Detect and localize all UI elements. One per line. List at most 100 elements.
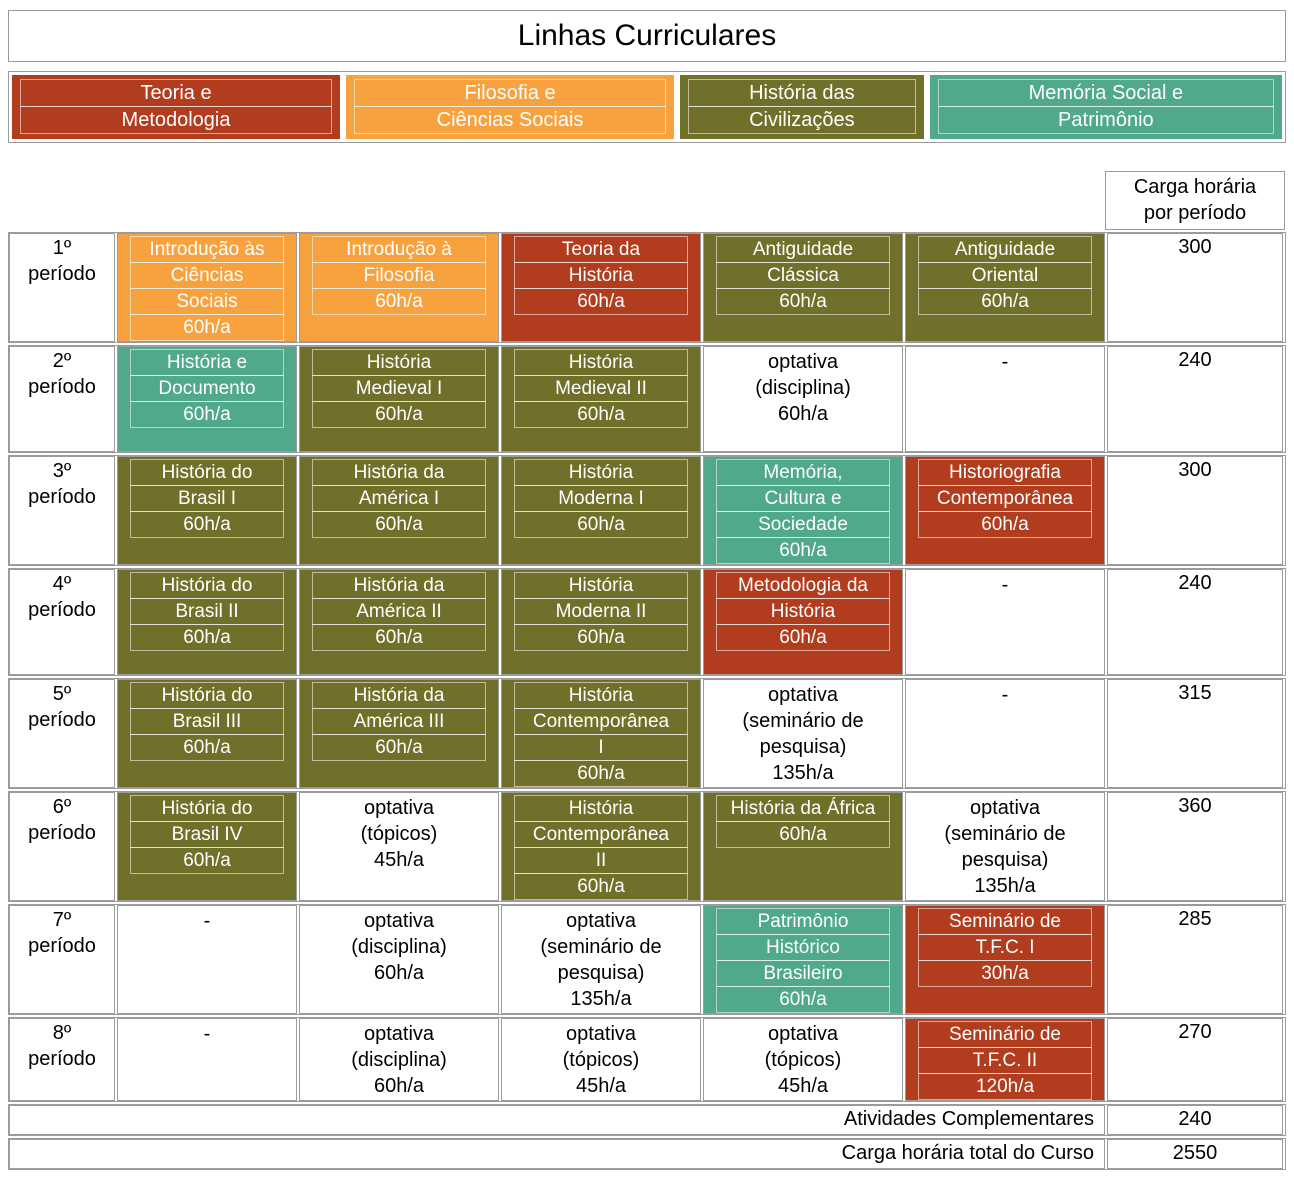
period-label-line: 5º bbox=[52, 683, 72, 705]
course-title-line: Medieval II bbox=[514, 375, 688, 402]
course-title-line: II bbox=[514, 847, 688, 874]
course-block-civilizacoes: História Moderna I 60h/a bbox=[502, 457, 700, 564]
elective-text-line: - bbox=[1001, 574, 1009, 596]
period-row-4: 4º período História do Brasil II 60h/a Histór… bbox=[8, 568, 1286, 676]
course-block-memoria: Memória, Cultura e Sociedade 60h/a bbox=[704, 457, 902, 564]
course-title-line: História da bbox=[312, 572, 486, 599]
course-title-line: 60h/a bbox=[130, 624, 284, 651]
elective-text-line: 45h/a bbox=[777, 1075, 829, 1097]
course-title-line: Teoria da bbox=[514, 236, 688, 263]
legend-label-line: Ciências Sociais bbox=[354, 106, 667, 134]
elective-text-line: 60h/a bbox=[777, 403, 829, 425]
complementary-activities-row: Atividades Complementares 240 bbox=[8, 1104, 1286, 1136]
course-cell: História Moderna I 60h/a bbox=[501, 456, 701, 565]
course-title-line: História bbox=[514, 262, 688, 289]
course-title-line: Memória, bbox=[716, 459, 890, 486]
period-label-line: período bbox=[28, 486, 96, 508]
elective-text-line: optativa bbox=[767, 684, 839, 706]
course-cell: Patrimônio Histórico Brasileiro 60h/a bbox=[703, 905, 903, 1014]
course-block-civilizacoes: História da América I 60h/a bbox=[300, 457, 498, 564]
course-title-line: Ciências bbox=[130, 262, 284, 289]
period-label-line: 6º bbox=[52, 796, 72, 818]
course-title-line: Brasileiro bbox=[716, 960, 890, 987]
course-cell: - bbox=[117, 905, 297, 1014]
course-title-line: 30h/a bbox=[918, 960, 1092, 987]
elective-text-line: (disciplina) bbox=[351, 1049, 447, 1071]
course-title-line: História bbox=[312, 349, 486, 376]
elective-text-line: 45h/a bbox=[575, 1075, 627, 1097]
elective-text-line: (tópicos) bbox=[562, 1049, 640, 1071]
course-cell: Introdução às Ciências Sociais 60h/a bbox=[117, 233, 297, 342]
course-block-civilizacoes: História do Brasil IV 60h/a bbox=[118, 793, 296, 900]
course-title-line: Contemporânea bbox=[514, 708, 688, 735]
course-title-line: 60h/a bbox=[514, 873, 688, 900]
course-cell: História da América I 60h/a bbox=[299, 456, 499, 565]
course-title-line: Patrimônio bbox=[716, 908, 890, 935]
course-cell: História Medieval II 60h/a bbox=[501, 346, 701, 452]
elective-or-empty-cell: - bbox=[118, 906, 296, 934]
course-title-line: História bbox=[514, 795, 688, 822]
course-cell: História da América III 60h/a bbox=[299, 679, 499, 788]
elective-or-empty-cell: - bbox=[906, 680, 1104, 708]
page-title: Linhas Curriculares bbox=[8, 10, 1286, 62]
elective-text-line: 60h/a bbox=[373, 1075, 425, 1097]
period-label-line: 3º bbox=[52, 460, 72, 482]
course-title-line: Brasil I bbox=[130, 485, 284, 512]
course-block-memoria: Patrimônio Histórico Brasileiro 60h/a bbox=[704, 906, 902, 1013]
curriculum-table: 1º período Introdução às Ciências Sociais 60h… bbox=[8, 232, 1286, 1102]
course-title-line: Histórico bbox=[716, 934, 890, 961]
course-title-line: Cultura e bbox=[716, 485, 890, 512]
course-block-civilizacoes: História da África 60h/a bbox=[704, 793, 902, 900]
course-cell: optativa (seminário de pesquisa) 135h/a bbox=[905, 792, 1105, 901]
period-hours: 270 bbox=[1107, 1018, 1283, 1101]
complementary-activities-hours: 240 bbox=[1107, 1105, 1283, 1135]
course-title-line: 60h/a bbox=[312, 734, 486, 761]
course-block-filosofia: Introdução à Filosofia 60h/a bbox=[300, 234, 498, 341]
period-label-line: 4º bbox=[52, 573, 72, 595]
course-title-line: Filosofia bbox=[312, 262, 486, 289]
period-label: 2º período bbox=[9, 346, 115, 452]
period-row-7: 7º período - optativa (disciplina) 60h/a optat… bbox=[8, 904, 1286, 1015]
elective-text-line: pesquisa) bbox=[557, 962, 645, 984]
course-cell: História da África 60h/a bbox=[703, 792, 903, 901]
period-hours: 300 bbox=[1107, 456, 1283, 565]
course-title-line: Contemporânea bbox=[918, 485, 1092, 512]
course-cell: Memória, Cultura e Sociedade 60h/a bbox=[703, 456, 903, 565]
course-cell: optativa (tópicos) 45h/a bbox=[299, 792, 499, 901]
course-block-civilizacoes: História do Brasil III 60h/a bbox=[118, 680, 296, 787]
course-block-civilizacoes: História do Brasil I 60h/a bbox=[118, 457, 296, 564]
course-cell: Seminário de T.F.C. I 30h/a bbox=[905, 905, 1105, 1014]
course-block-filosofia: Introdução às Ciências Sociais 60h/a bbox=[118, 234, 296, 341]
period-label-line: período bbox=[28, 376, 96, 398]
course-title-line: Brasil III bbox=[130, 708, 284, 735]
elective-or-empty-cell: - bbox=[906, 570, 1104, 598]
legend-label-line: Teoria e bbox=[20, 79, 333, 107]
period-label: 1º período bbox=[9, 233, 115, 342]
course-title-line: 60h/a bbox=[918, 288, 1092, 315]
elective-text-line: 135h/a bbox=[570, 988, 632, 1010]
period-label-line: 7º bbox=[52, 909, 72, 931]
course-title-line: 60h/a bbox=[130, 314, 284, 341]
course-cell: História Contemporânea I 60h/a bbox=[501, 679, 701, 788]
course-block-civilizacoes: História Contemporânea I 60h/a bbox=[502, 680, 700, 787]
course-cell: optativa (disciplina) 60h/a bbox=[703, 346, 903, 452]
elective-text-line: optativa bbox=[363, 910, 435, 932]
course-title-line: 60h/a bbox=[716, 537, 890, 564]
course-title-line: 60h/a bbox=[312, 288, 486, 315]
course-block-civilizacoes: História da América II 60h/a bbox=[300, 570, 498, 674]
legend-item-filosofia: Filosofia e Ciências Sociais bbox=[346, 75, 675, 139]
period-label: 3º período bbox=[9, 456, 115, 565]
course-title-line: Moderna II bbox=[514, 598, 688, 625]
legend-label-line: Metodologia bbox=[20, 106, 333, 134]
course-title-line: Seminário de bbox=[918, 908, 1092, 935]
period-label-line: período bbox=[28, 599, 96, 621]
course-title-line: Oriental bbox=[918, 262, 1092, 289]
period-label: 6º período bbox=[9, 792, 115, 901]
elective-text-line: optativa bbox=[363, 797, 435, 819]
course-title-line: 60h/a bbox=[514, 511, 688, 538]
course-block-memoria: História e Documento 60h/a bbox=[118, 347, 296, 451]
elective-text-line: (seminário de bbox=[540, 936, 662, 958]
course-title-line: 60h/a bbox=[716, 986, 890, 1013]
course-title-line: Brasil II bbox=[130, 598, 284, 625]
complementary-activities-label: Atividades Complementares bbox=[9, 1105, 1105, 1135]
